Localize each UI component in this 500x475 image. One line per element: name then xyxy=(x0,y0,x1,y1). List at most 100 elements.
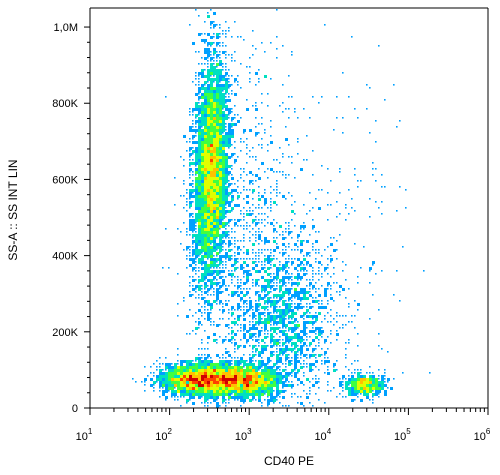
event-dot xyxy=(276,294,279,297)
event-dot xyxy=(222,162,225,165)
event-dot xyxy=(219,126,222,129)
event-dot xyxy=(219,222,222,225)
event-dot xyxy=(225,192,228,195)
event-dot xyxy=(339,381,342,384)
event-dot xyxy=(183,378,186,381)
event-dot xyxy=(213,372,216,375)
event-dot xyxy=(246,225,248,227)
event-dot xyxy=(249,225,251,227)
event-dot xyxy=(288,312,290,314)
event-dot xyxy=(198,228,201,231)
event-dot xyxy=(252,327,255,330)
event-dot xyxy=(381,375,384,378)
event-dot xyxy=(216,204,219,207)
event-dot xyxy=(216,168,219,171)
event-dot xyxy=(258,198,261,201)
event-dot xyxy=(204,261,207,264)
event-dot xyxy=(282,327,284,329)
event-dot xyxy=(288,327,291,330)
event-dot xyxy=(357,309,359,311)
event-dot xyxy=(372,378,375,381)
event-dot xyxy=(255,378,258,381)
event-dot xyxy=(273,273,275,275)
event-dot xyxy=(306,285,308,287)
event-dot xyxy=(231,153,234,156)
event-dot xyxy=(201,183,204,186)
event-dot xyxy=(204,84,206,86)
event-dot xyxy=(228,69,230,71)
event-dot xyxy=(249,156,251,158)
event-dot xyxy=(192,237,194,239)
event-dot xyxy=(171,375,174,378)
event-dot xyxy=(258,312,261,315)
event-dot xyxy=(285,174,287,176)
event-dot xyxy=(261,384,264,387)
event-dot xyxy=(237,390,240,393)
event-dot xyxy=(207,267,210,270)
event-dot xyxy=(396,270,398,272)
event-dot xyxy=(249,231,251,233)
event-dot xyxy=(216,264,219,267)
event-dot xyxy=(213,378,216,381)
event-dot xyxy=(210,375,213,378)
event-dot xyxy=(387,381,389,383)
event-dot xyxy=(306,213,308,215)
event-dot xyxy=(195,378,198,381)
event-dot xyxy=(309,321,312,324)
event-dot xyxy=(300,288,303,291)
event-dot xyxy=(252,261,255,264)
event-dot xyxy=(246,369,249,372)
event-dot xyxy=(264,291,266,293)
event-dot xyxy=(252,378,255,381)
event-dot xyxy=(219,33,221,35)
event-dot xyxy=(255,399,257,401)
event-dot xyxy=(198,375,201,378)
event-dot xyxy=(294,357,297,360)
event-dot xyxy=(372,381,375,384)
event-dot xyxy=(270,342,272,344)
event-dot xyxy=(213,183,216,186)
event-dot xyxy=(231,111,233,113)
event-dot xyxy=(204,405,206,407)
event-dot xyxy=(246,189,248,191)
event-dot xyxy=(192,195,195,198)
event-dot xyxy=(222,213,225,216)
event-dot xyxy=(357,276,359,278)
event-dot xyxy=(321,336,323,338)
event-dot xyxy=(288,348,291,351)
event-dot xyxy=(177,399,179,401)
event-dot xyxy=(198,153,201,156)
event-dot xyxy=(297,336,300,339)
event-dot xyxy=(306,357,308,359)
event-dot xyxy=(351,375,354,378)
event-dot xyxy=(159,369,162,372)
event-dot xyxy=(174,177,176,179)
event-dot xyxy=(258,78,260,80)
event-dot xyxy=(303,228,305,230)
event-dot xyxy=(372,264,374,266)
event-dot xyxy=(309,369,312,372)
event-dot xyxy=(249,387,252,390)
event-dot xyxy=(210,144,213,147)
event-dot xyxy=(258,69,260,71)
event-dot xyxy=(240,363,242,365)
event-dot xyxy=(345,279,347,281)
event-dot xyxy=(201,174,204,177)
event-dot xyxy=(294,351,297,354)
event-dot xyxy=(207,285,209,287)
event-dot xyxy=(225,84,228,87)
event-dot xyxy=(246,393,249,396)
event-dot xyxy=(252,30,254,32)
event-dot xyxy=(183,300,185,302)
event-dot xyxy=(270,345,273,348)
event-dot xyxy=(315,198,317,200)
event-dot xyxy=(198,279,201,282)
event-dot xyxy=(198,180,201,183)
event-dot xyxy=(189,291,191,293)
event-dot xyxy=(240,264,243,267)
event-dot xyxy=(189,195,192,198)
event-dot xyxy=(345,381,348,384)
event-dot xyxy=(255,387,258,390)
event-dot xyxy=(243,309,245,311)
event-dot xyxy=(258,354,261,357)
